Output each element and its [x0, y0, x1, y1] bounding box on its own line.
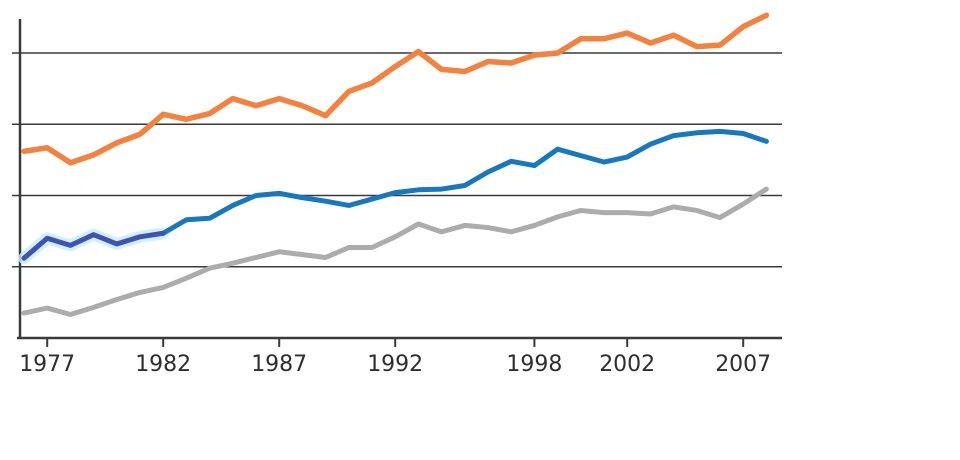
- x-tick-label-1992: 1992: [367, 352, 423, 377]
- x-tick-label-1998: 1998: [506, 352, 562, 377]
- x-tick-label-1987: 1987: [251, 352, 307, 377]
- x-tick-label-2002: 2002: [599, 352, 655, 377]
- line-chart-plot: 1977 1982 1987 1992 1998 2002 2007: [12, 12, 782, 377]
- x-tick-label-2007: 2007: [715, 352, 771, 377]
- series-line-all-workers: [21, 12, 770, 166]
- series-line-firms: [160, 128, 769, 236]
- chart-legend: Inequality across all workers Inequality…: [0, 390, 960, 460]
- x-tick-label-1982: 1982: [135, 352, 191, 377]
- x-tick-label-1977: 1977: [19, 352, 75, 377]
- series-line-same-characteristics: [21, 186, 769, 317]
- series-line-firms-early: [21, 230, 166, 261]
